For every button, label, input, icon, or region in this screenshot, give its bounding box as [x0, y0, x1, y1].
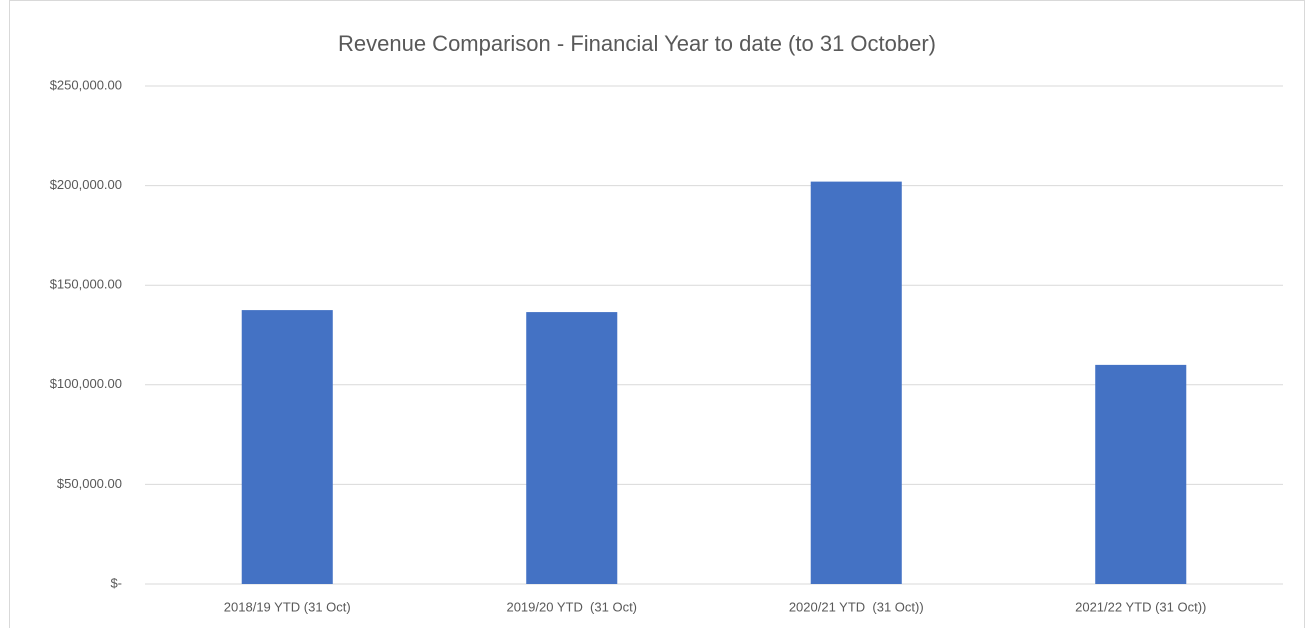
x-tick-label: 2020/21 YTD (31 Oct))	[789, 599, 924, 614]
bar	[810, 181, 902, 584]
y-tick-label: $200,000.00	[50, 177, 122, 192]
x-tick-label: 2018/19 YTD (31 Oct)	[224, 599, 351, 614]
y-tick-label: $-	[110, 575, 122, 590]
x-tick-label: 2019/20 YTD (31 Oct)	[506, 599, 637, 614]
chart-title: Revenue Comparison - Financial Year to d…	[338, 31, 936, 56]
y-tick-label: $150,000.00	[50, 277, 122, 292]
y-tick-label: $50,000.00	[57, 476, 122, 491]
chart-frame	[9, 0, 1305, 628]
y-tick-label: $100,000.00	[50, 376, 122, 391]
bar	[241, 310, 333, 584]
bar	[1095, 364, 1187, 584]
bar	[526, 312, 618, 584]
y-tick-label: $250,000.00	[50, 77, 122, 92]
x-tick-label: 2021/22 YTD (31 Oct))	[1075, 599, 1206, 614]
